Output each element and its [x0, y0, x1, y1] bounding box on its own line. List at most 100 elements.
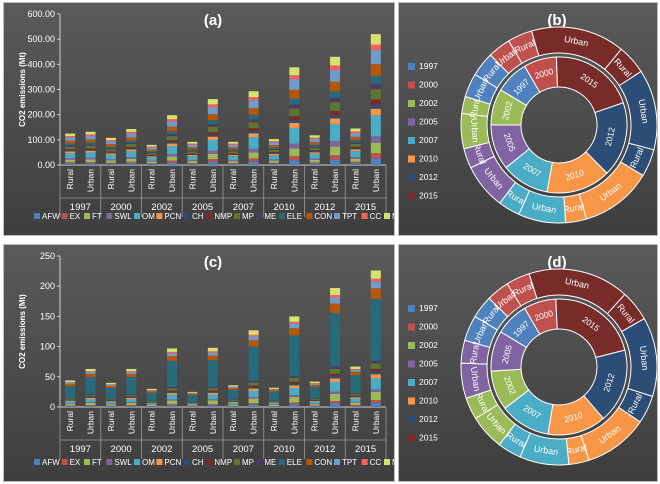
bar-segment-1997-rural-ft [65, 159, 76, 163]
bar-segment-2015-rural-tpt [350, 369, 361, 372]
bar-segment-2012-urban-me [330, 366, 341, 369]
bar-segment-2007-urban-swl [248, 397, 259, 399]
bar-segment-2012-rural-afw [309, 406, 320, 407]
bar-segment-2007-rural-om [228, 156, 239, 160]
bar-segment-2005-urban-mip [207, 99, 218, 105]
legend-swatch-mp [234, 459, 240, 465]
bar-segment-2015-urban-con [370, 64, 381, 77]
bar-segment-2010-urban-nmp [289, 116, 300, 121]
bar-segment-2005-rural-ele [187, 149, 198, 151]
bar-segment-2015-rural-mip [350, 128, 361, 132]
bar-segment-2007-rural-nmp [228, 153, 239, 155]
legend-swatch-mip [384, 459, 390, 465]
bar-segment-2015-rural-om [350, 151, 361, 157]
legend-label-2012: 2012 [419, 172, 438, 182]
bar-segment-2000-urban-om [126, 151, 137, 158]
bar-segment-1997-urban-me [85, 394, 96, 395]
bar-segment-2005-urban-mp [207, 388, 218, 391]
bar-segment-2000-rural-mp [105, 399, 116, 401]
bar-segment-2015-urban-om [370, 115, 381, 137]
legend-swatch-con [306, 213, 313, 219]
legend-label-2012: 2012 [419, 414, 438, 424]
y-tick-label: 500.00 [27, 34, 55, 44]
bar-segment-2000-rural-mip [105, 137, 116, 140]
bar-segment-2000-urban-ele [126, 376, 137, 395]
inner-slice-2002-2002 [490, 89, 528, 126]
bar-segment-2012-urban-nmp [330, 373, 341, 377]
legend-label-nmp: NMP [214, 212, 232, 221]
bar-segment-2005-urban-cc [207, 351, 218, 353]
bar-segment-2002-rural-ft [146, 405, 157, 407]
legend-swatch-om [134, 459, 140, 465]
bar-segment-2000-rural-pcn [105, 153, 116, 155]
bar-segment-2005-urban-nmp [207, 390, 218, 392]
bar-segment-2000-rural-ex [105, 162, 116, 164]
bar-segment-1997-urban-ft [85, 159, 96, 163]
bar-segment-2000-rural-ch [105, 152, 116, 154]
y-tick-label: 150 [40, 311, 55, 321]
bar-segment-2000-rural-cc [105, 139, 116, 142]
bar-segment-2012-urban-ele [330, 91, 341, 98]
legend-label-afw: AFW [42, 458, 60, 467]
bar-segment-2005-urban-me [207, 386, 218, 389]
bar-segment-2000-urban-mp [126, 394, 137, 397]
bar-segment-2002-urban-mip [167, 115, 178, 120]
bar-segment-2007-urban-nmp [248, 385, 259, 388]
bar-segment-2015-urban-ft [370, 391, 381, 401]
outer-slice-label: Urban [469, 366, 482, 392]
legend-swatch-2012 [408, 416, 415, 423]
legend-label-2000: 2000 [419, 80, 438, 90]
bar-segment-2007-rural-afw [228, 163, 239, 165]
outer-slice-label: Rural [468, 342, 481, 365]
bar-segment-2002-rural-ele [146, 392, 157, 401]
bar-segment-2007-urban-me [248, 119, 259, 123]
bar-segment-2007-rural-ele [228, 149, 239, 151]
bar-segment-2002-urban-ch [167, 142, 178, 144]
legend-swatch-2000 [408, 323, 415, 331]
legend-swatch-2005 [408, 360, 415, 368]
legend-label-2010: 2010 [419, 396, 438, 406]
bar-segment-2002-urban-tpt [167, 121, 178, 127]
bar-segment-2000-urban-nmp [126, 147, 137, 149]
bar-segment-2010-urban-cc [289, 75, 300, 80]
x-category-label: Urban [167, 169, 177, 192]
legend-swatch-cc [361, 459, 368, 465]
bar-segment-2012-rural-con [309, 142, 320, 145]
legend-label-afw: AFW [42, 212, 60, 221]
bar-segment-2015-urban-ex [370, 400, 381, 403]
legend-swatch-ch [184, 459, 190, 465]
chart-title: (a) [204, 12, 222, 29]
legend-label-2005: 2005 [419, 359, 438, 369]
bar-segment-2012-rural-tpt [309, 383, 320, 385]
legend-label-ft: FT [92, 212, 102, 221]
bar-segment-2015-rural-ele [350, 375, 361, 394]
y-tick-label: 400.00 [27, 59, 55, 69]
bar-segment-1997-urban-pcn [85, 397, 96, 400]
bar-segment-2005-urban-swl [207, 150, 218, 154]
legend-swatch-nmp [206, 213, 213, 219]
bar-segment-2005-urban-ex [207, 159, 218, 162]
bar-segment-2000-urban-ele [126, 140, 137, 143]
y-tick-label: 0 [50, 402, 55, 412]
bar-segment-1997-urban-mip [85, 368, 96, 372]
bar-segment-2010-rural-me [268, 148, 279, 150]
bar-segment-1997-urban-nmp [85, 148, 96, 150]
bar-segment-2015-rural-tpt [350, 132, 361, 137]
bar-segment-1997-urban-swl [85, 402, 96, 403]
x-category-label: Rural [187, 169, 197, 189]
bar-segment-2015-rural-swl [350, 401, 361, 403]
bar-segment-2015-urban-ele [370, 76, 381, 84]
bar-segment-2005-urban-ch [207, 391, 218, 393]
x-year-label: 2015 [355, 202, 376, 213]
bar-segment-2007-rural-swl [228, 159, 239, 162]
legend-label-2002: 2002 [419, 98, 438, 108]
bar-segment-2005-rural-con [187, 393, 198, 396]
bar-segment-2010-urban-ex [289, 156, 300, 161]
bar-segment-2007-rural-con [228, 147, 239, 150]
legend-swatch-swl [106, 459, 113, 465]
bar-segment-2010-rural-tpt [268, 389, 279, 391]
bar-segment-2010-rural-om [268, 155, 279, 160]
bar-segment-2012-urban-tpt [330, 69, 341, 82]
bar-segment-1997-rural-ch [65, 400, 76, 401]
bar-segment-2005-rural-con [187, 147, 198, 150]
